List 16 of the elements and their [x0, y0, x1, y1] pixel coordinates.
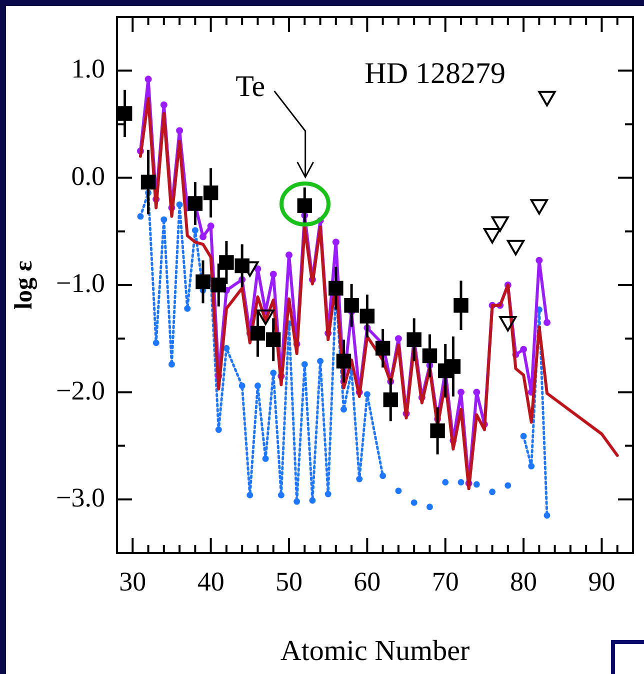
x-tick-label: 40: [197, 566, 224, 596]
annotation: Te: [236, 70, 266, 103]
y-axis-title: log ε: [10, 260, 38, 310]
x-tick-label: 70: [432, 566, 459, 596]
y-tick-label: 1.0: [71, 54, 105, 84]
y-tick-label: −1.0: [56, 268, 105, 298]
x-tick-label: 30: [119, 566, 146, 596]
x-tick-label: 80: [510, 566, 538, 596]
y-tick-label: −3.0: [56, 482, 105, 512]
y-tick-label: 0.0: [71, 160, 105, 191]
x-tick-label: 90: [588, 566, 616, 596]
x-tick-label: 60: [354, 566, 381, 596]
x-axis-title: Atomic Number: [280, 635, 470, 668]
y-tick-label: −2.0: [56, 375, 105, 406]
x-tick-label: 50: [276, 566, 302, 596]
annotation: HD 128279: [364, 56, 506, 90]
